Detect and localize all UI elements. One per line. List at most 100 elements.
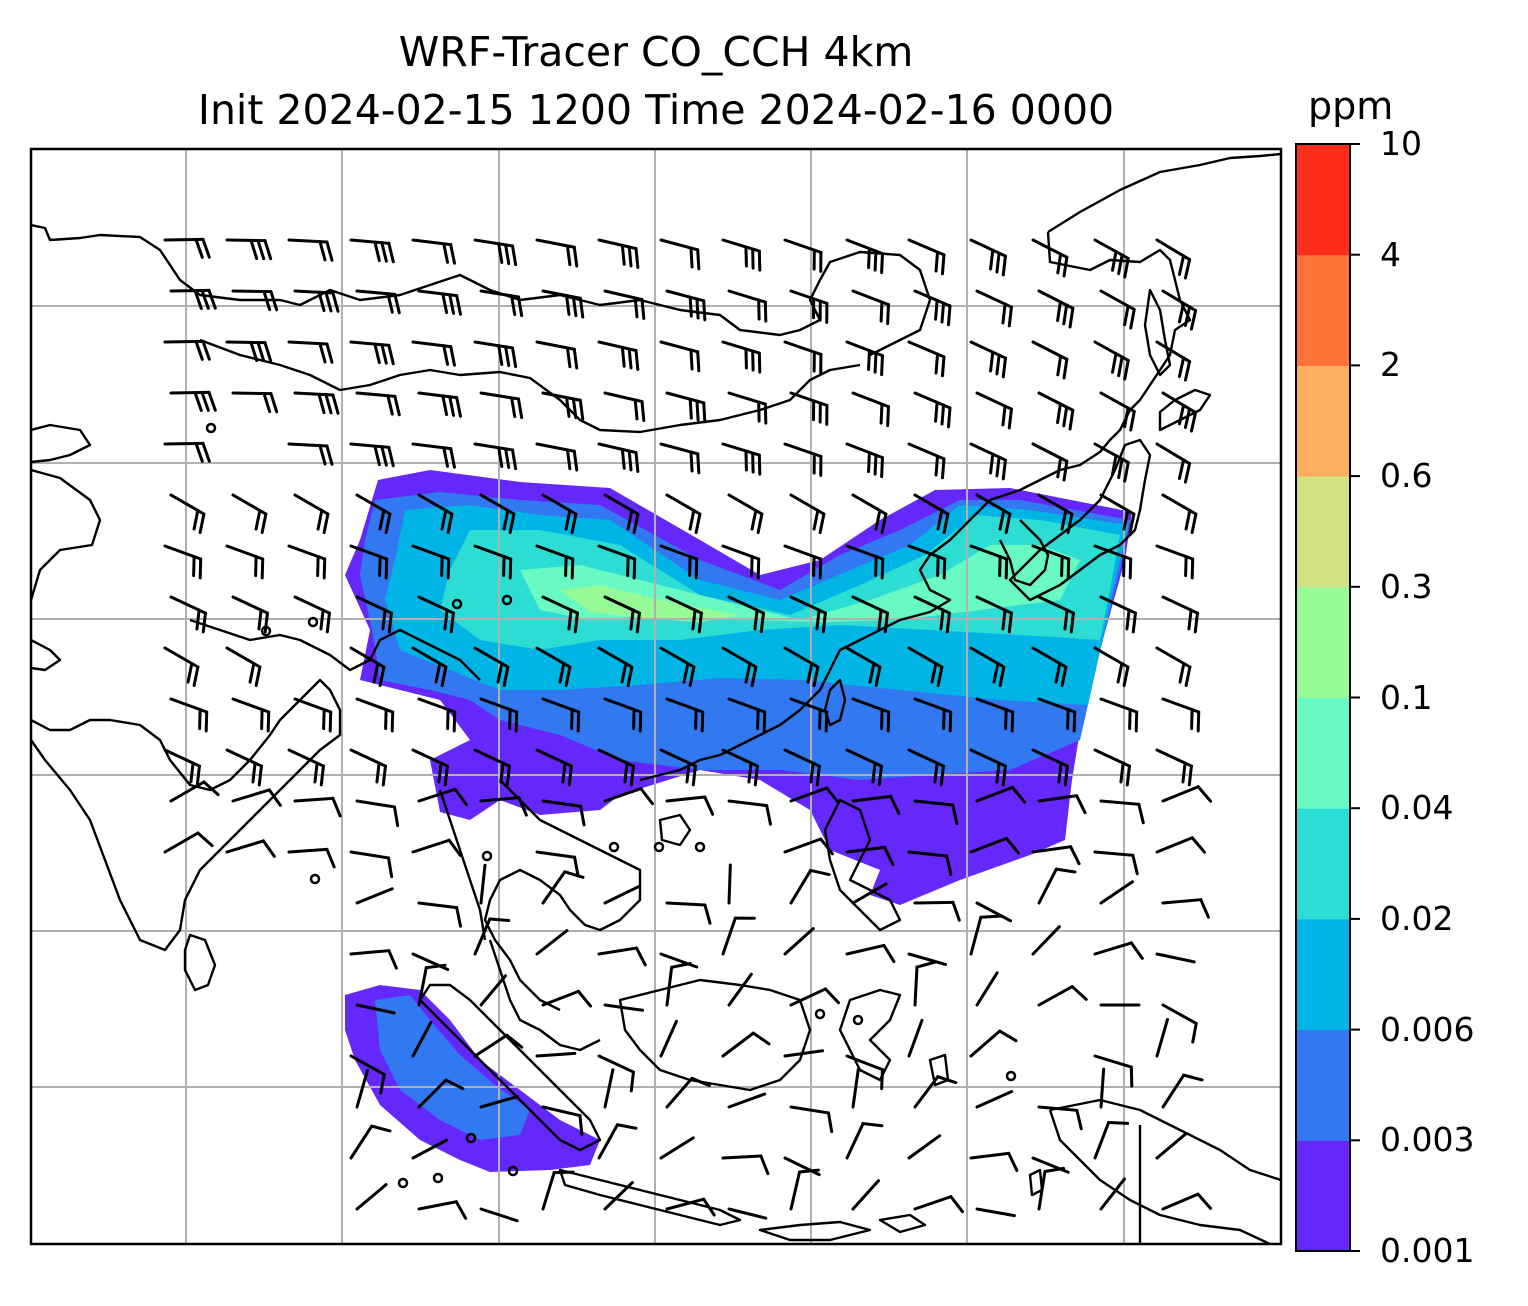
- calm-circle: [814, 1008, 826, 1020]
- wind-barb: [907, 1134, 942, 1160]
- coast-burma: [438, 789, 487, 941]
- wind-barb: [417, 391, 462, 418]
- wind-barb: [913, 697, 953, 733]
- wind-barb: [845, 544, 885, 580]
- wind-barb: [417, 1078, 465, 1109]
- wind-barb: [355, 595, 393, 634]
- wind-barb: [411, 1138, 449, 1160]
- wind-barb: [479, 974, 507, 1007]
- wind-barb: [789, 868, 831, 905]
- wind-barb: [907, 340, 946, 378]
- calm-circle: [852, 1014, 864, 1026]
- colorbar-tick-label: 0.3: [1380, 566, 1433, 606]
- wind-barb: [597, 946, 647, 967]
- wind-barb: [535, 850, 580, 878]
- colorbar-segment: [1296, 1140, 1350, 1252]
- wind-barb: [603, 289, 646, 320]
- calm-circle: [694, 841, 706, 853]
- wind-barb: [721, 340, 762, 374]
- border-central-asia: [189, 618, 481, 681]
- wind-barb: [845, 646, 882, 688]
- wind-barb: [163, 441, 211, 463]
- wind-barb: [287, 238, 334, 262]
- wind-barb: [1031, 340, 1069, 380]
- wind-barb: [603, 1181, 634, 1211]
- wind-barb: [789, 493, 826, 535]
- wind-barb: [417, 289, 462, 316]
- wind-barb: [851, 794, 901, 816]
- coast-borneo: [618, 978, 812, 1092]
- wind-barb: [417, 1200, 468, 1220]
- wind-barb: [659, 544, 699, 580]
- wind-barb: [535, 544, 575, 580]
- calm-circle: [432, 1172, 444, 1184]
- wind-barb: [913, 493, 950, 535]
- wind-barb: [417, 901, 462, 928]
- wind-barb: [721, 238, 762, 272]
- map-title-line2: Init 2024-02-15 1200 Time 2024-02-16 000…: [197, 86, 1115, 134]
- wind-barb: [1099, 595, 1137, 634]
- wind-barb: [789, 1105, 834, 1134]
- wind-barb: [665, 1076, 711, 1109]
- colorbar-segment: [1296, 1029, 1350, 1141]
- wind-barb: [783, 238, 823, 273]
- wind-barb: [1093, 238, 1130, 279]
- wind-barb: [1031, 442, 1069, 482]
- wind-barb: [1037, 1166, 1066, 1211]
- wind-barb: [355, 697, 395, 733]
- wind-barb: [1161, 493, 1198, 535]
- wind-barb: [907, 952, 948, 966]
- wind-barb: [1099, 391, 1136, 432]
- colorbar-tick-label: 4: [1380, 234, 1401, 274]
- wind-barb: [355, 1183, 388, 1211]
- wind-barb: [845, 943, 896, 964]
- wind-barb: [411, 748, 449, 787]
- wind-barb: [783, 1049, 825, 1058]
- wind-barb: [975, 595, 1013, 634]
- wind-barb: [789, 1168, 820, 1211]
- wind-barb: [789, 595, 827, 634]
- wind-barb: [349, 1054, 386, 1095]
- wind-barb: [355, 493, 392, 535]
- wind-barb: [969, 442, 1007, 481]
- wind-barb: [783, 544, 823, 580]
- wind-barb: [349, 748, 387, 787]
- wind-barb: [969, 1029, 1018, 1058]
- colorbar-tick-label: 10: [1380, 124, 1422, 163]
- wind-barb: [473, 917, 511, 956]
- wind-barb: [969, 238, 1007, 277]
- wind-barb: [1031, 925, 1061, 956]
- wind-barb: [1037, 391, 1075, 431]
- wind-barb: [1093, 442, 1130, 483]
- wind-barb: [727, 391, 768, 425]
- wind-barb: [907, 646, 944, 688]
- wind-barb: [1031, 646, 1068, 688]
- wind-barb: [659, 1136, 695, 1160]
- wind-barb: [727, 799, 772, 826]
- wind-barb: [169, 780, 220, 803]
- wind-barb: [597, 748, 635, 787]
- wind-barb: [535, 646, 572, 688]
- wind-barb: [603, 1068, 615, 1109]
- wind-barb: [1161, 697, 1201, 733]
- wind-barb: [783, 927, 815, 956]
- wind-barb: [845, 1122, 884, 1160]
- wind-barb: [1093, 748, 1131, 787]
- wind-barb: [721, 646, 758, 688]
- wind-barb: [473, 238, 518, 267]
- wind-barb: [845, 238, 884, 275]
- wind-barb: [845, 748, 883, 787]
- coast-sakhalin: [1143, 288, 1172, 377]
- wind-barb: [541, 1105, 584, 1136]
- wind-barb: [597, 340, 640, 371]
- wind-barb: [163, 748, 201, 787]
- wind-barb: [1155, 238, 1192, 280]
- wind-barb: [417, 697, 457, 733]
- wind-barb: [1099, 1067, 1106, 1109]
- wind-barb: [163, 237, 211, 259]
- wind-barb: [727, 289, 768, 323]
- wind-barb: [665, 795, 715, 816]
- wind-barb: [907, 850, 953, 877]
- plot-frame: [29, 147, 1283, 1246]
